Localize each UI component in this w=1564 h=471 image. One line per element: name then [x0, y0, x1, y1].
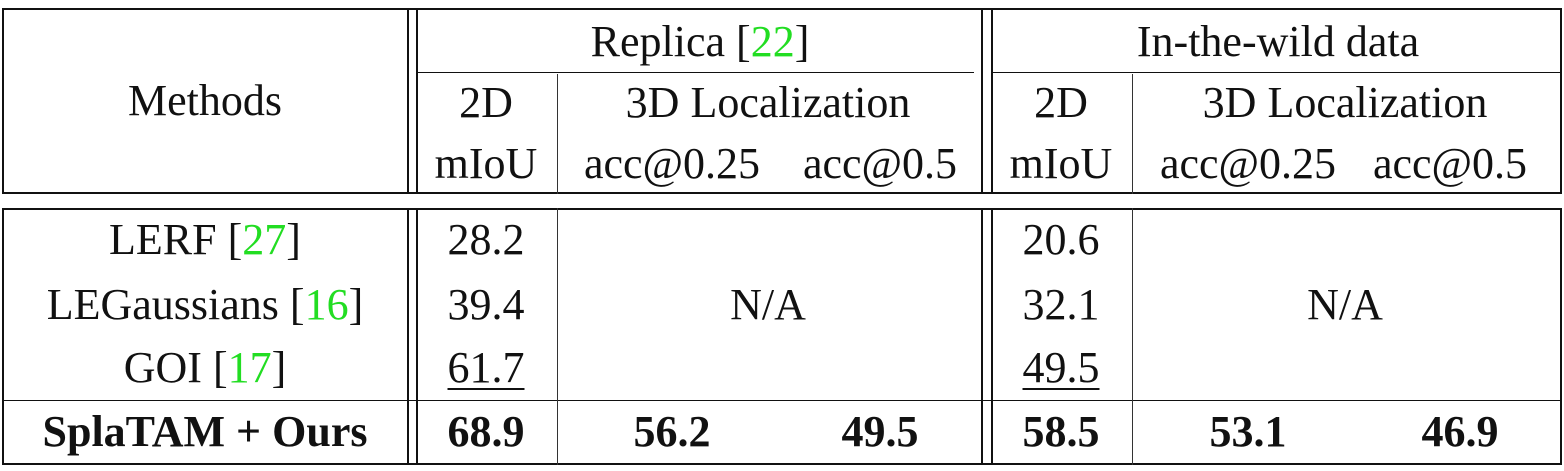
citation-legaussians[interactable]: 16 — [304, 280, 349, 329]
header-bottom-rule — [2, 192, 1562, 194]
lerf-wild-miou: 20.6 — [1022, 215, 1100, 264]
method-close: ] — [348, 280, 364, 329]
body-double-rule-2b — [991, 208, 993, 465]
goi-replica-miou: 61.7 — [447, 343, 525, 392]
metric-miou-replica: mIoU — [434, 139, 538, 188]
method-name-legaussians: LEGaussians [16] — [47, 279, 364, 331]
method-name-goi: GOI [17] — [124, 342, 287, 394]
goi-wild-miou: 49.5 — [1022, 343, 1100, 392]
header-double-rule-1b — [416, 8, 418, 194]
header-double-rule-2b — [991, 8, 993, 194]
metric-acc5-replica: acc@0.5 — [802, 139, 958, 188]
subheader-3dloc-wild: 3D Localization — [1202, 78, 1488, 127]
lerf-replica-miou: 28.2 — [447, 215, 525, 264]
header-right-border — [1560, 8, 1562, 194]
body-double-rule-1b — [416, 208, 418, 465]
body-double-rule-1a — [407, 208, 409, 465]
ours-wild-acc25: 53.1 — [1209, 407, 1287, 456]
ours-wild-acc5: 46.9 — [1421, 407, 1499, 456]
citation-goi[interactable]: 17 — [227, 343, 272, 392]
header-double-rule-2a — [981, 8, 983, 194]
ours-replica-miou: 68.9 — [447, 407, 525, 456]
subheader-3dloc-replica: 3D Localization — [625, 78, 911, 127]
metric-acc25-replica: acc@0.25 — [583, 139, 761, 188]
metric-acc5-wild: acc@0.5 — [1372, 139, 1528, 188]
methods-header: Methods — [128, 76, 282, 125]
header-sep-replica — [557, 74, 558, 194]
ours-replica-acc5: 49.5 — [841, 407, 919, 456]
group-subrule-replica — [418, 72, 974, 73]
group-close-replica: ] — [794, 17, 810, 66]
ours-replica-acc25: 56.2 — [633, 407, 711, 456]
group-header-wild: In-the-wild data — [1137, 16, 1419, 68]
group-header-replica: Replica [22] — [591, 16, 810, 68]
header-left-border — [2, 8, 4, 194]
header-sep-wild — [1132, 74, 1133, 194]
citation-lerf[interactable]: 27 — [242, 215, 287, 264]
legaussians-wild-miou: 32.1 — [1022, 280, 1100, 329]
body-left-border — [2, 208, 4, 465]
na-wild-3d: N/A — [1307, 280, 1383, 329]
metric-miou-wild: mIoU — [1009, 139, 1113, 188]
legaussians-replica-miou: 39.4 — [447, 280, 525, 329]
body-double-rule-2a — [981, 208, 983, 465]
method-name-lerf: LERF [27] — [109, 214, 301, 266]
method-close: ] — [286, 215, 301, 264]
body-bottom-rule — [2, 463, 1562, 465]
method-label: GOI [ — [123, 343, 228, 392]
body-sep-replica — [557, 208, 558, 465]
ours-wild-miou: 58.5 — [1022, 407, 1100, 456]
header-double-rule-1a — [407, 8, 409, 194]
body-right-border — [1560, 208, 1562, 465]
header-top-rule — [2, 8, 1562, 10]
ours-separator-rule — [2, 400, 1562, 401]
group-subrule-wild — [993, 72, 1562, 73]
group-name-wild: In-the-wild data — [1136, 17, 1420, 66]
subheader-2d-replica: 2D — [459, 78, 513, 127]
body-top-rule — [2, 208, 1562, 210]
subheader-2d-wild: 2D — [1034, 78, 1088, 127]
method-label: LEGaussians [ — [46, 280, 305, 329]
method-close: ] — [271, 343, 287, 392]
method-label: LERF [ — [109, 215, 243, 264]
na-replica-3d: N/A — [730, 280, 806, 329]
method-name-ours: SplaTAM + Ours — [42, 407, 368, 456]
metric-acc25-wild: acc@0.25 — [1159, 139, 1337, 188]
citation-replica[interactable]: 22 — [750, 17, 795, 66]
group-name-replica: Replica [ — [590, 17, 751, 66]
body-sep-wild — [1132, 208, 1133, 465]
